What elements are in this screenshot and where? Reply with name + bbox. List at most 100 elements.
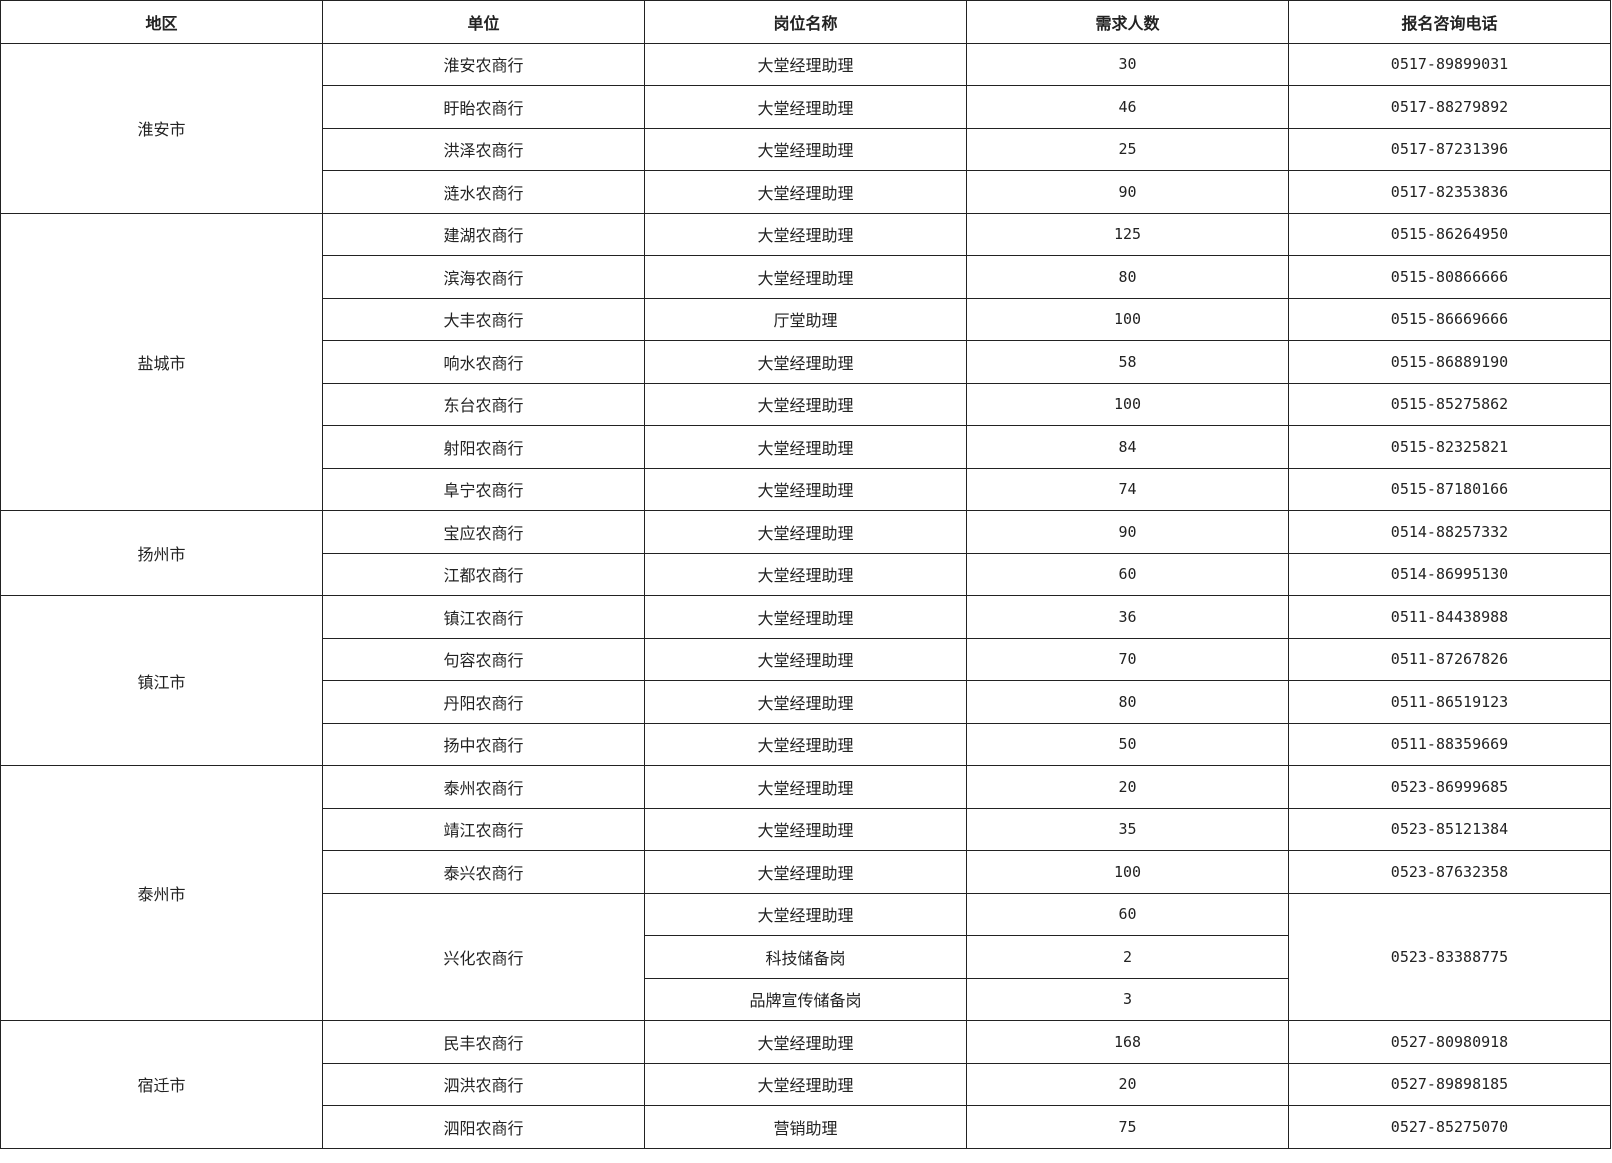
count-cell: 84 (966, 425, 1289, 469)
count-cell: 50 (966, 722, 1289, 766)
table-row: 科技储备岗 2 (1, 935, 1611, 979)
unit-cell: 淮安农商行 (322, 42, 645, 86)
count-cell: 75 (966, 1105, 1289, 1149)
table-row: 东台农商行 大堂经理助理 100 0515-85275862 (1, 382, 1611, 426)
unit-cell: 扬中农商行 (322, 722, 645, 766)
count-cell: 60 (966, 552, 1289, 596)
table-row: 泗阳农商行 营销助理 75 0527-85275070 (1, 1105, 1611, 1149)
position-cell: 大堂经理助理 (644, 85, 967, 129)
table-row: 扬中农商行 大堂经理助理 50 0511-88359669 (1, 722, 1611, 766)
table-row: 泰州市 泰州农商行 大堂经理助理 20 0523-86999685 (0, 765, 1611, 1021)
unit-cell: 丹阳农商行 (322, 680, 645, 724)
table-row: 宿迁市 民丰农商行 大堂经理助理 168 0527-80980918 (0, 1020, 1611, 1149)
unit-cell: 射阳农商行 (322, 425, 645, 469)
unit-cell: 阜宁农商行 (322, 467, 645, 511)
count-cell: 58 (966, 340, 1289, 384)
phone-cell: 0527-89898185 (1288, 1062, 1611, 1106)
phone-cell: 0527-85275070 (1288, 1105, 1611, 1149)
table-row: 泗洪农商行 大堂经理助理 20 0527-89898185 (1, 1062, 1611, 1106)
phone-cell: 0523-83388775 (1288, 892, 1611, 1021)
count-cell: 46 (966, 85, 1289, 129)
header-unit: 单位 (322, 0, 645, 44)
table-row: 丹阳农商行 大堂经理助理 80 0511-86519123 (1, 680, 1611, 724)
phone-cell: 0511-87267826 (1288, 637, 1611, 681)
phone-cell: 0515-86264950 (1288, 212, 1611, 256)
table-row: 江都农商行 大堂经理助理 60 0514-86995130 (1, 552, 1611, 596)
phone-cell: 0514-88257332 (1288, 510, 1611, 554)
unit-cell: 民丰农商行 (322, 1020, 645, 1064)
table-row: 淮安市 淮安农商行 大堂经理助理 30 0517-89899031 (0, 42, 1611, 214)
position-cell: 大堂经理助理 (644, 807, 967, 851)
region-cell: 宿迁市 (0, 1020, 323, 1149)
position-cell: 大堂经理助理 (644, 467, 967, 511)
unit-cell: 镇江农商行 (322, 595, 645, 639)
count-cell: 25 (966, 127, 1289, 171)
phone-cell: 0511-84438988 (1288, 595, 1611, 639)
region-cell: 淮安市 (0, 42, 323, 214)
table-row: 射阳农商行 大堂经理助理 84 0515-82325821 (1, 425, 1611, 469)
position-cell: 大堂经理助理 (644, 892, 967, 936)
unit-cell: 洪泽农商行 (322, 127, 645, 171)
count-cell: 70 (966, 637, 1289, 681)
unit-cell: 江都农商行 (322, 552, 645, 596)
phone-cell: 0515-87180166 (1288, 467, 1611, 511)
phone-cell: 0515-80866666 (1288, 255, 1611, 299)
position-cell: 营销助理 (644, 1105, 967, 1149)
unit-cell: 泰兴农商行 (322, 850, 645, 894)
count-cell: 90 (966, 170, 1289, 214)
position-cell: 大堂经理助理 (644, 680, 967, 724)
phone-cell: 0511-88359669 (1288, 722, 1611, 766)
header-region: 地区 (0, 0, 323, 44)
phone-cell: 0523-85121384 (1288, 807, 1611, 851)
phone-cell: 0515-86669666 (1288, 297, 1611, 341)
table-body: 淮安市 淮安农商行 大堂经理助理 30 0517-89899031 盱眙农商行 大堂经理助理… (0, 42, 1611, 1149)
table-row: 句容农商行 大堂经理助理 70 0511-87267826 (1, 637, 1611, 681)
table-row: 涟水农商行 大堂经理助理 90 0517-82353836 (1, 170, 1611, 214)
table-row: 洪泽农商行 大堂经理助理 25 0517-87231396 (1, 127, 1611, 171)
unit-cell: 泗阳农商行 (322, 1105, 645, 1149)
unit-cell: 大丰农商行 (322, 297, 645, 341)
position-cell: 厅堂助理 (644, 297, 967, 341)
unit-cell: 东台农商行 (322, 382, 645, 426)
position-cell: 品牌宣传储备岗 (644, 977, 967, 1021)
count-cell: 100 (966, 382, 1289, 426)
region-cell: 泰州市 (0, 765, 323, 1021)
header-row: 地区 单位 岗位名称 需求人数 报名咨询电话 (0, 0, 1611, 44)
position-cell: 大堂经理助理 (644, 42, 967, 86)
count-cell: 90 (966, 510, 1289, 554)
phone-cell: 0523-86999685 (1288, 765, 1611, 809)
table-row: 大丰农商行 厅堂助理 100 0515-86669666 (1, 297, 1611, 341)
count-cell: 20 (966, 765, 1289, 809)
position-cell: 大堂经理助理 (644, 170, 967, 214)
position-cell: 大堂经理助理 (644, 1020, 967, 1064)
unit-cell: 建湖农商行 (322, 212, 645, 256)
position-cell: 大堂经理助理 (644, 425, 967, 469)
region-cell: 镇江市 (0, 595, 323, 766)
unit-cell: 盱眙农商行 (322, 85, 645, 129)
count-cell: 35 (966, 807, 1289, 851)
unit-cell: 宝应农商行 (322, 510, 645, 554)
unit-cell: 泰州农商行 (322, 765, 645, 809)
table-row: 滨海农商行 大堂经理助理 80 0515-80866666 (1, 255, 1611, 299)
unit-cell: 兴化农商行 (322, 892, 645, 1021)
table-row: 泰兴农商行 大堂经理助理 100 0523-87632358 (1, 850, 1611, 894)
phone-cell: 0523-87632358 (1288, 850, 1611, 894)
count-cell: 100 (966, 850, 1289, 894)
header-position: 岗位名称 (644, 0, 967, 44)
unit-cell: 涟水农商行 (322, 170, 645, 214)
count-cell: 36 (966, 595, 1289, 639)
phone-cell: 0517-89899031 (1288, 42, 1611, 86)
position-cell: 大堂经理助理 (644, 1062, 967, 1106)
position-cell: 大堂经理助理 (644, 765, 967, 809)
position-cell: 大堂经理助理 (644, 850, 967, 894)
count-cell: 80 (966, 680, 1289, 724)
table-row: 盐城市 建湖农商行 大堂经理助理 125 0515-86264950 (0, 212, 1611, 511)
count-cell: 100 (966, 297, 1289, 341)
count-cell: 80 (966, 255, 1289, 299)
position-cell: 科技储备岗 (644, 935, 967, 979)
position-cell: 大堂经理助理 (644, 255, 967, 299)
count-cell: 20 (966, 1062, 1289, 1106)
region-cell: 盐城市 (0, 212, 323, 511)
count-cell: 2 (966, 935, 1289, 979)
unit-cell: 响水农商行 (322, 340, 645, 384)
